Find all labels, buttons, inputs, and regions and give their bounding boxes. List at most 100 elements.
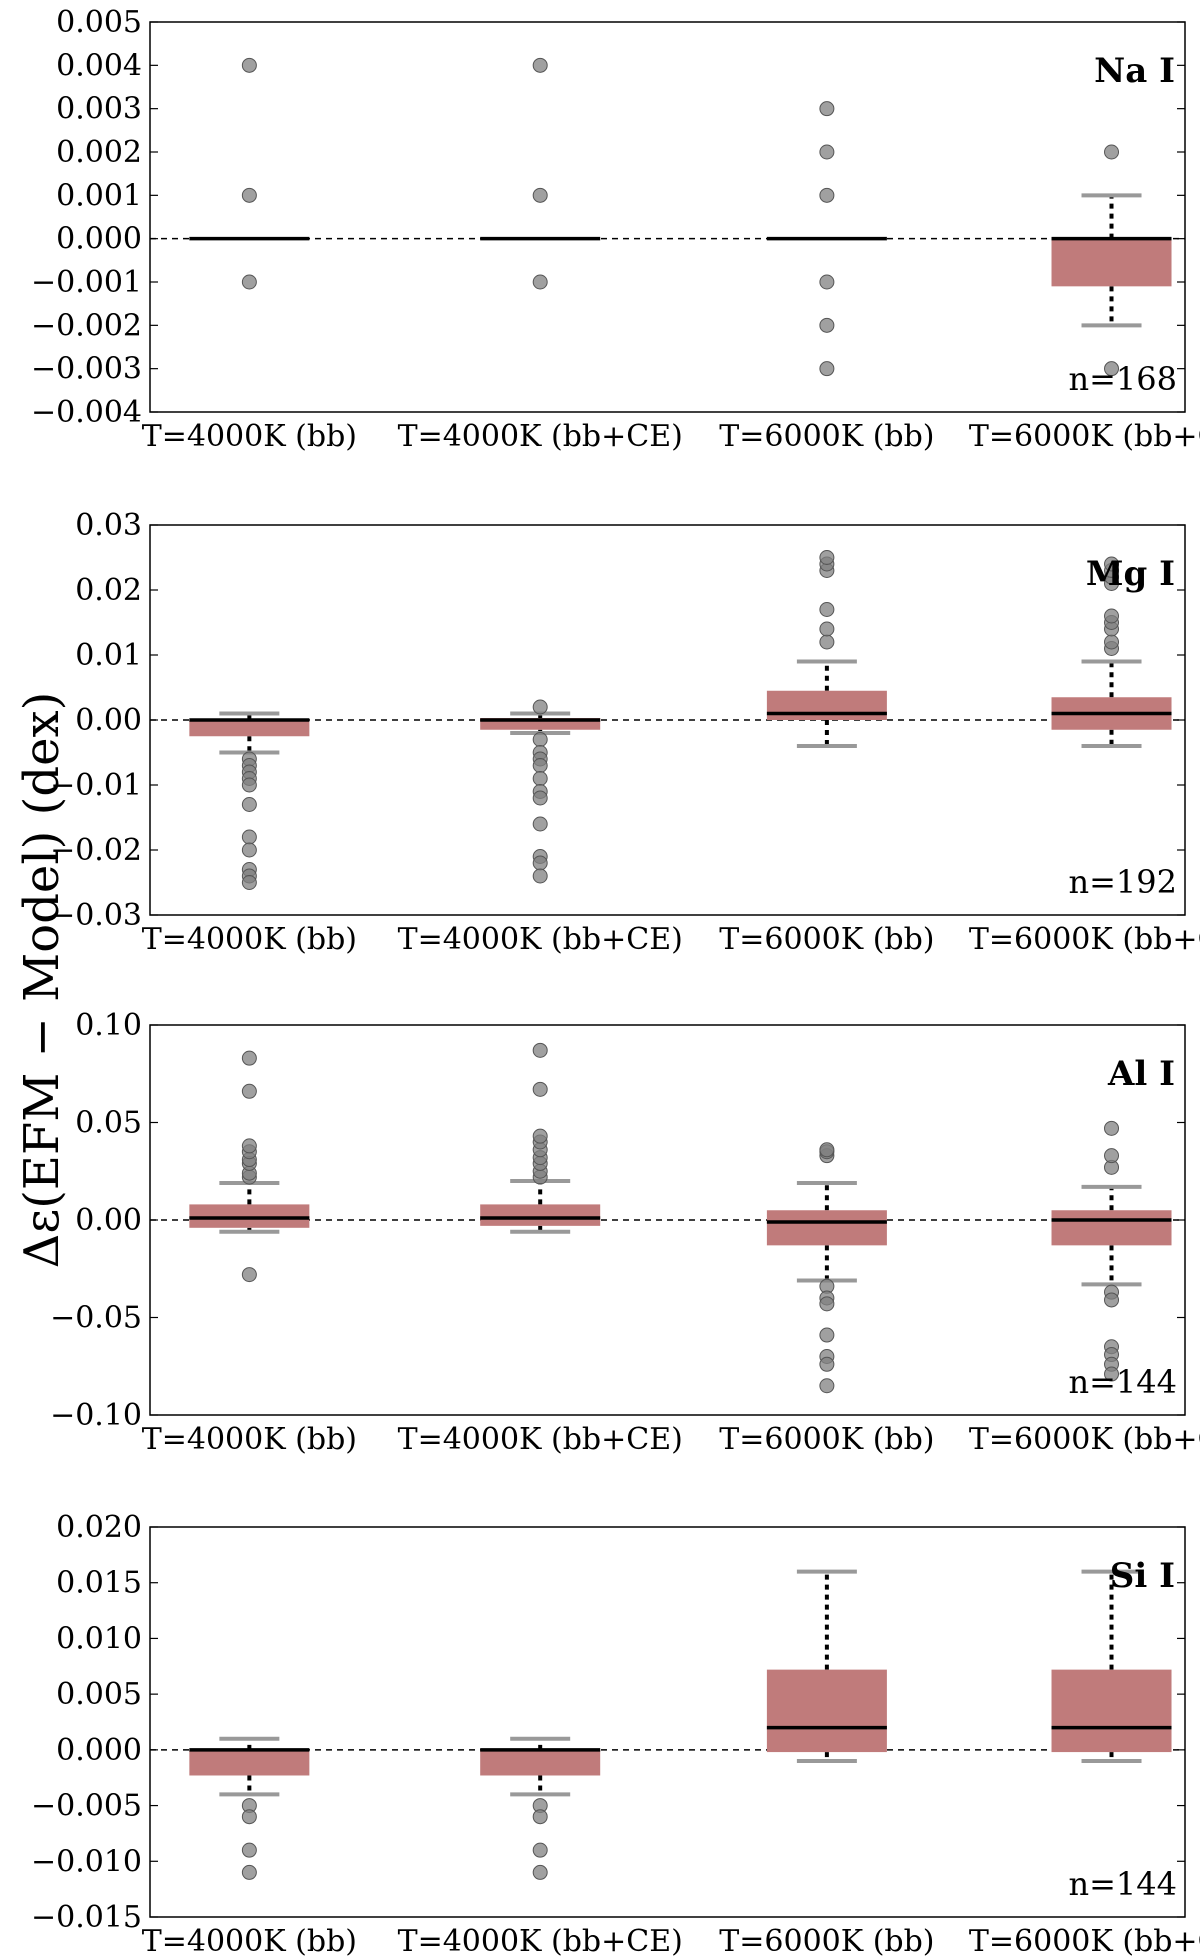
y-tick-label: 0.005 <box>56 1677 142 1712</box>
x-category-label: T=4000K (bb) <box>142 1422 357 1457</box>
outlier-point <box>1104 1120 1120 1136</box>
outlier-point <box>241 187 257 203</box>
outlier-point <box>241 875 257 890</box>
box-4 <box>1051 556 1172 748</box>
y-tick-label: 0.010 <box>56 1621 142 1656</box>
x-category-label: T=4000K (bb+CE) <box>398 922 683 957</box>
outlier-point <box>241 1050 257 1066</box>
outlier-point <box>819 621 835 637</box>
y-tick-label: −0.03 <box>50 898 142 933</box>
interquartile-box <box>480 718 601 730</box>
outlier-point <box>241 1864 257 1880</box>
outlier-point <box>1104 1148 1120 1164</box>
outlier-point <box>241 1267 257 1283</box>
panel-mg-i: −0.03 −0.02 −0.01 0.00 0.01 0.02 0.03 T=4000K (… <box>50 508 1200 957</box>
outlier-point <box>532 1864 548 1880</box>
outlier-point <box>241 829 257 845</box>
y-tick-label: 0.000 <box>56 222 142 257</box>
outlier-point <box>819 1356 835 1372</box>
y-tick-label: −0.001 <box>31 265 142 300</box>
x-category-label: T=4000K (bb+CE) <box>398 419 683 454</box>
y-tick-label: −0.003 <box>31 352 142 387</box>
y-tick-label: 0.00 <box>75 703 142 738</box>
outlier-point <box>819 634 835 650</box>
x-category-label: T=6000K (bb+CE) <box>969 419 1200 454</box>
outlier-point <box>819 550 835 565</box>
outlier-point <box>241 842 257 858</box>
sample-count-label: n=192 <box>1069 863 1178 901</box>
y-tick-label: −0.015 <box>31 1900 142 1935</box>
outlier-point <box>1104 556 1120 572</box>
interquartile-box <box>766 1669 887 1753</box>
y-tick-label: 0.10 <box>75 1008 142 1043</box>
outlier-point <box>532 699 548 715</box>
x-category-label: T=6000K (bb) <box>719 922 934 957</box>
x-category-label: T=4000K (bb+CE) <box>398 1924 683 1956</box>
outlier-point <box>241 777 257 793</box>
y-tick-label: −0.05 <box>50 1301 142 1336</box>
y-tick-label: 0.015 <box>56 1566 142 1601</box>
y-tick-label: 0.03 <box>75 508 142 543</box>
outlier-point <box>819 317 835 333</box>
box-1 <box>189 1050 310 1283</box>
box-3 <box>766 1569 887 1763</box>
outlier-point <box>241 57 257 73</box>
x-category-label: T=6000K (bb+CE) <box>969 922 1200 957</box>
interquartile-box <box>766 690 887 720</box>
box-2 <box>480 1042 601 1234</box>
y-tick-label: 0.05 <box>75 1106 142 1141</box>
x-category-label: T=6000K (bb) <box>719 1422 934 1457</box>
y-tick-label: −0.10 <box>50 1398 142 1433</box>
interquartile-box <box>189 1204 310 1228</box>
outlier-point <box>241 1083 257 1099</box>
outlier-point <box>819 1296 835 1312</box>
x-category-label: T=4000K (bb) <box>142 419 357 454</box>
outlier-point <box>819 144 835 160</box>
outlier-point <box>819 1327 835 1343</box>
sample-count-label: n=144 <box>1069 1865 1178 1903</box>
interquartile-box <box>1051 238 1172 287</box>
outlier-point <box>241 1138 257 1154</box>
y-axis-label: Δε(EFM − Model) (dex) <box>14 692 70 1269</box>
panel-title: Na I <box>1094 51 1175 91</box>
outlier-point <box>241 797 257 812</box>
interquartile-box <box>1051 1210 1172 1246</box>
outlier-point <box>1104 608 1120 624</box>
outlier-point <box>1104 144 1120 160</box>
outlier-point <box>532 1128 548 1144</box>
box-3 <box>766 550 887 748</box>
outlier-point <box>1104 634 1120 650</box>
outlier-point <box>241 1842 257 1858</box>
interquartile-box <box>189 720 310 737</box>
box-1 <box>189 1736 310 1880</box>
outlier-point <box>532 771 548 786</box>
outlier-point <box>532 187 548 203</box>
y-tick-label: 0.005 <box>56 5 142 40</box>
outlier-point <box>532 732 548 747</box>
panel-title: Mg I <box>1086 554 1175 594</box>
x-category-label: T=4000K (bb) <box>142 1924 357 1956</box>
box-1 <box>189 57 310 290</box>
outlier-point <box>819 361 835 377</box>
outlier-point <box>1104 1366 1120 1382</box>
interquartile-box <box>189 1749 310 1776</box>
y-tick-label: −0.002 <box>31 308 142 343</box>
interquartile-box <box>480 1749 601 1776</box>
outlier-point <box>532 758 548 773</box>
outlier-point <box>1104 1292 1120 1308</box>
interquartile-box <box>1051 1669 1172 1753</box>
outlier-point <box>532 816 548 832</box>
box-3 <box>766 101 887 377</box>
outlier-point <box>819 101 835 117</box>
outlier-point <box>1104 361 1120 377</box>
y-tick-label: 0.001 <box>56 178 142 213</box>
box-2 <box>480 1736 601 1880</box>
outlier-point <box>532 790 548 806</box>
outlier-point <box>819 602 835 617</box>
interquartile-box <box>480 1204 601 1226</box>
panels: −0.004 −0.003 −0.002 −0.001 0.000 0.001 0.002 0… <box>31 5 1200 1956</box>
y-tick-label: −0.02 <box>50 833 142 868</box>
outlier-point <box>532 868 548 884</box>
box-2 <box>480 699 601 884</box>
